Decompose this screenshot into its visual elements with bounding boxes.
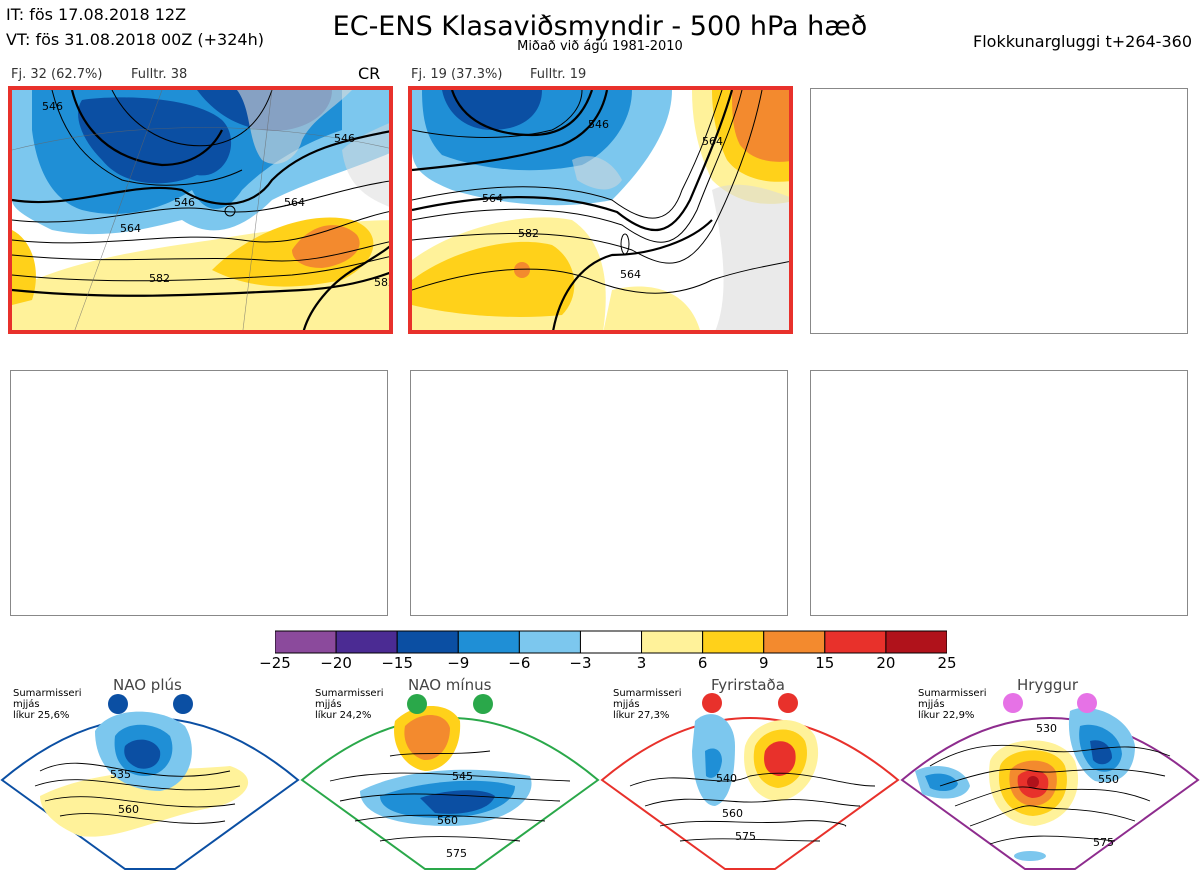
regime-probability: líkur 27,3%	[613, 710, 670, 721]
colorbar-ticks: −25 −20 −15 −9 −6 −3 3 6 9 15 20 25	[257, 654, 957, 674]
colorbar-cell	[641, 630, 704, 654]
cluster-2-contour-label: 564	[482, 192, 503, 205]
regime-probability: líkur 24,2%	[315, 710, 372, 721]
regime-probability: líkur 25,6%	[13, 710, 70, 721]
regime-marker-right	[173, 694, 193, 714]
page-subtitle: Miðað við ágú 1981-2010	[517, 39, 683, 54]
cluster-1-representative: Fulltr. 38	[131, 67, 188, 82]
regime-fyrirstada: Sumarmisseri mjjás líkur 27,3% Fyrirstað…	[600, 676, 900, 871]
regime-marker-right	[1077, 693, 1097, 713]
classification-window: Flokkunargluggi t+264-360	[973, 32, 1192, 51]
colorbar-cell	[457, 630, 520, 654]
regime-title: Fyrirstaða	[711, 676, 785, 694]
regime-contour-label: 560	[437, 814, 458, 827]
regime-season: Sumarmisseri	[315, 688, 384, 699]
regime-probability: líkur 22,9%	[918, 710, 975, 721]
colorbar-tick-label: 20	[876, 654, 896, 672]
colorbar-tick-label: −15	[381, 654, 413, 672]
colorbar-tick-label: −6	[508, 654, 531, 672]
regime-title: NAO mínus	[408, 676, 492, 694]
colorbar-tick-label: 6	[697, 654, 708, 672]
colorbar-tick-label: −3	[569, 654, 592, 672]
regime-marker-left	[1003, 693, 1023, 713]
colorbar-tick-label: −25	[259, 654, 291, 672]
colorbar-tick-label: −9	[447, 654, 470, 672]
colorbar-cell	[396, 630, 459, 654]
regime-season: Sumarmisseri	[918, 688, 987, 699]
colorbar-tick-label: 9	[758, 654, 769, 672]
regime-nao-minus: Sumarmisseri mjjás líkur 24,2% NAO mínus…	[300, 676, 600, 871]
regime-marker-right	[473, 694, 493, 714]
colorbar-cell	[335, 630, 398, 654]
colorbar-cell	[702, 630, 765, 654]
empty-map-6	[810, 370, 1188, 616]
cluster-1-contour-label: 546	[334, 132, 355, 145]
cluster-map-1-svg: 546 546 564 582 564 546 582	[12, 90, 393, 330]
init-time: IT: fös 17.08.2018 12Z	[6, 5, 187, 24]
cluster-1-regime-code: CR	[358, 64, 381, 83]
regime-contour-label: 540	[716, 772, 737, 785]
cluster-map-2-svg: 546 564 582 564 564	[412, 90, 789, 330]
cluster-1-contour-label: 564	[120, 222, 141, 235]
cluster-2-contour-label: 582	[518, 227, 539, 240]
empty-map-5	[410, 370, 788, 616]
colorbar-tick-label: −20	[320, 654, 352, 672]
regime-contour-label: 530	[1036, 722, 1057, 735]
regime-smoothing: mjjás	[613, 699, 640, 710]
regime-smoothing: mjjás	[13, 699, 40, 710]
cluster-1-frequency: Fj. 32 (62.7%)	[11, 67, 103, 82]
colorbar-cell	[824, 630, 887, 654]
regime-contour-label: 575	[735, 830, 756, 843]
regime-season: Sumarmisseri	[13, 688, 82, 699]
cluster-2-frequency: Fj. 19 (37.3%)	[411, 67, 503, 82]
colorbar	[275, 630, 947, 654]
regime-contour-label: 550	[1098, 773, 1119, 786]
cluster-map-1[interactable]: 546 546 564 582 564 546 582	[8, 86, 393, 334]
regime-smoothing: mjjás	[315, 699, 342, 710]
colorbar-tick-label: 3	[636, 654, 647, 672]
colorbar-cell	[885, 630, 947, 654]
cluster-2-contour-label: 564	[702, 135, 723, 148]
page-title: EC-ENS Klasaviðsmyndir - 500 hPa hæð	[332, 11, 868, 42]
regime-contour-label: 560	[118, 803, 139, 816]
colorbar-tick-label: 15	[815, 654, 835, 672]
colorbar-cell	[518, 630, 581, 654]
regime-marker-left	[108, 694, 128, 714]
regime-title: NAO plús	[113, 676, 182, 694]
cluster-map-2[interactable]: 546 564 582 564 564	[408, 86, 793, 334]
cluster-2-contour-label: 546	[588, 118, 609, 131]
cluster-1-contour-label: 582	[149, 272, 170, 285]
cluster-2-representative: Fulltr. 19	[530, 67, 587, 82]
regime-hryggur: Sumarmisseri mjjás líkur 22,9% Hryggur 5…	[900, 676, 1200, 871]
regime-contour-label: 545	[452, 770, 473, 783]
empty-map-4	[10, 370, 388, 616]
regime-nao-plus: Sumarmisseri mjjás líkur 25,6% NAO plús …	[0, 676, 300, 871]
regime-marker-left	[702, 693, 722, 713]
regime-marker-left	[407, 694, 427, 714]
empty-map-3	[810, 88, 1188, 334]
regime-contour-label: 535	[110, 768, 131, 781]
valid-time: VT: fös 31.08.2018 00Z (+324h)	[6, 30, 264, 49]
cluster-1-contour-label: 546	[174, 196, 195, 209]
colorbar-cell	[763, 630, 826, 654]
colorbar-cell	[275, 630, 337, 654]
cluster-1-contour-label: 564	[284, 196, 305, 209]
cluster-1-contour-label: 546	[42, 100, 63, 113]
regime-contour-label: 560	[722, 807, 743, 820]
regime-contour-label: 575	[446, 847, 467, 860]
regime-smoothing: mjjás	[918, 699, 945, 710]
regime-season: Sumarmisseri	[613, 688, 682, 699]
regime-contour-label: 575	[1093, 836, 1114, 849]
cluster-1-contour-label: 582	[374, 276, 393, 289]
colorbar-cell	[579, 630, 643, 654]
cluster-2-contour-label: 564	[620, 268, 641, 281]
regime-title: Hryggur	[1017, 676, 1079, 694]
regime-marker-right	[778, 693, 798, 713]
colorbar-tick-label: 25	[937, 654, 957, 672]
